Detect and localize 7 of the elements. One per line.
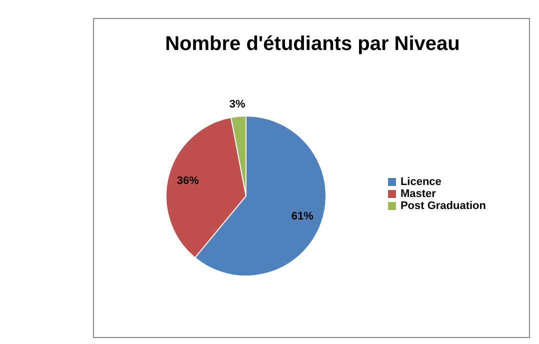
legend-label: Post Graduation xyxy=(400,200,486,212)
chart-title: Nombre d'étudiants par Niveau xyxy=(164,33,461,56)
data-label: 3% xyxy=(229,98,246,110)
legend-label: Master xyxy=(400,188,436,200)
data-label: 61% xyxy=(291,210,314,222)
data-label: 36% xyxy=(176,175,200,188)
legend-label: Licence xyxy=(400,176,442,188)
